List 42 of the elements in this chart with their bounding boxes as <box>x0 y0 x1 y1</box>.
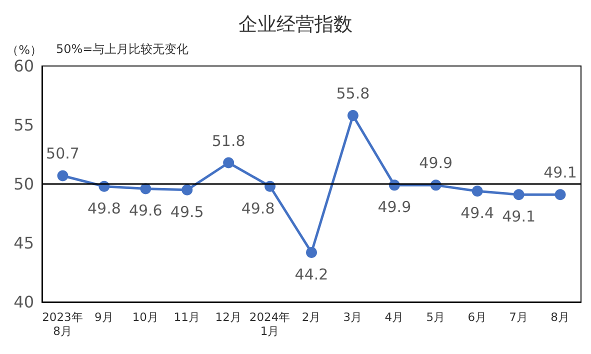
y-tick-label: 60 <box>14 56 34 76</box>
y-tick-label: 40 <box>14 292 34 312</box>
x-tick-label: 6月 <box>468 310 488 324</box>
point <box>472 186 483 197</box>
x-tick-label: 10月 <box>132 310 159 324</box>
point <box>182 184 193 196</box>
data-label: 49.8 <box>241 199 275 218</box>
data-label: 49.9 <box>378 198 412 216</box>
y-tick-label: 55 <box>14 116 34 134</box>
point <box>306 246 317 258</box>
data-label: 51.8 <box>212 132 246 150</box>
data-label: 49.6 <box>128 202 162 220</box>
text: 50%=与上月比较无变化 <box>56 42 189 56</box>
x-tick-label: 2023年 8月 <box>42 310 84 338</box>
data-label: 49.4 <box>460 204 494 222</box>
data-label: 50.7 <box>46 144 80 163</box>
x-tick-label: 3月 <box>343 310 363 324</box>
x-tick-label: 12月 <box>215 310 242 324</box>
data-label: 49.8 <box>87 199 121 218</box>
x-tick-label: 4月 <box>384 310 404 324</box>
x-tick-label: 5月 <box>426 310 446 324</box>
chart-title: 企业经营指数 <box>238 14 352 36</box>
x-tick-label: 8月 <box>550 310 570 324</box>
point <box>513 189 524 200</box>
data-label: 49.9 <box>419 154 453 172</box>
point <box>57 170 68 182</box>
y-tick-label: 45 <box>14 234 34 252</box>
x-tick-label: 9月 <box>94 310 114 324</box>
x-tick-label: 7月 <box>509 310 528 324</box>
x-tick-label: 2月 <box>302 310 322 324</box>
x-tick-label: 11月 <box>174 310 200 324</box>
point <box>554 189 566 200</box>
data-label: 49.1 <box>502 208 536 226</box>
data-label: 55.8 <box>336 84 370 103</box>
point <box>223 157 234 168</box>
x-tick-label: 2024年 1月 <box>249 310 291 338</box>
data-label: 49.5 <box>170 202 204 221</box>
point <box>347 110 358 122</box>
y-tick-label: 50 <box>14 174 34 194</box>
data-label: 49.1 <box>544 164 577 182</box>
y-axis-title: （%） <box>6 43 42 57</box>
data-label: 44.2 <box>294 265 328 284</box>
